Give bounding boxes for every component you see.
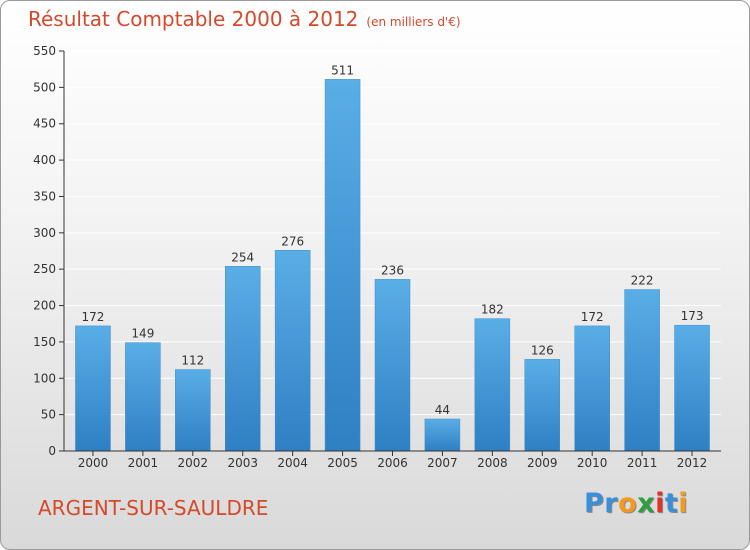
x-tick-label: 2001 bbox=[128, 456, 159, 470]
x-tick-label: 2008 bbox=[477, 456, 508, 470]
x-tick-label: 2005 bbox=[327, 456, 358, 470]
y-tick-label: 550 bbox=[33, 44, 56, 58]
y-tick-label: 0 bbox=[48, 444, 56, 458]
bar-value-label: 173 bbox=[681, 309, 704, 323]
x-tick-label: 2012 bbox=[677, 456, 708, 470]
bar-2012 bbox=[674, 324, 710, 452]
logo-letter: P bbox=[584, 488, 605, 519]
chart-title-text: Résultat Comptable 2000 à 2012 bbox=[28, 7, 359, 31]
y-tick-label: 300 bbox=[33, 226, 56, 240]
bar-2003 bbox=[224, 266, 261, 452]
bar-value-label: 172 bbox=[581, 310, 604, 324]
x-tick-label: 2011 bbox=[627, 456, 658, 470]
y-tick-label: 500 bbox=[33, 80, 56, 94]
bar-value-label: 511 bbox=[331, 63, 354, 77]
x-tick-label: 2009 bbox=[527, 456, 558, 470]
x-tick-label: 2007 bbox=[427, 456, 458, 470]
bar-2008 bbox=[474, 318, 511, 452]
bar-2009 bbox=[524, 359, 561, 452]
y-tick-label: 350 bbox=[33, 189, 56, 203]
chart-title: Résultat Comptable 2000 à 2012 (en millie… bbox=[28, 7, 461, 31]
bar-2002 bbox=[175, 369, 211, 452]
bar-value-label: 236 bbox=[381, 263, 404, 277]
bar-value-label: 44 bbox=[435, 403, 450, 417]
logo-letter: i bbox=[678, 488, 689, 519]
y-tick-label: 250 bbox=[33, 262, 56, 276]
bar-2005 bbox=[324, 79, 361, 452]
bar-2010 bbox=[574, 325, 610, 452]
logo-letter: t bbox=[664, 488, 679, 519]
bar-2011 bbox=[624, 289, 660, 452]
bar-2004 bbox=[274, 250, 311, 452]
y-tick-label: 50 bbox=[41, 408, 56, 422]
logo-letter: r bbox=[604, 488, 619, 519]
bar-value-label: 222 bbox=[631, 274, 654, 288]
bar-2007 bbox=[424, 418, 461, 452]
bar-2001 bbox=[125, 342, 161, 452]
x-tick-label: 2010 bbox=[577, 456, 608, 470]
bars bbox=[75, 79, 710, 452]
proxiti-logo: Proxiti bbox=[584, 488, 688, 519]
logo-letter: i bbox=[655, 488, 665, 519]
bar-value-label: 276 bbox=[281, 234, 304, 248]
logo-letter: x bbox=[637, 488, 656, 519]
logo-letter: o bbox=[618, 488, 638, 519]
bar-value-label: 126 bbox=[531, 343, 554, 357]
x-tick-label: 2000 bbox=[78, 456, 109, 470]
axes bbox=[59, 50, 721, 456]
y-tick-label: 100 bbox=[33, 371, 56, 385]
bar-value-label: 172 bbox=[82, 310, 105, 324]
bar-2006 bbox=[374, 279, 411, 452]
x-tick-label: 2002 bbox=[178, 456, 209, 470]
bar-value-label: 112 bbox=[181, 354, 204, 368]
y-tick-label: 200 bbox=[33, 299, 56, 313]
commune-name: ARGENT-SUR-SAULDRE bbox=[38, 496, 269, 520]
y-tick-label: 400 bbox=[33, 153, 56, 167]
bar-value-label: 149 bbox=[131, 327, 154, 341]
bar-value-label: 182 bbox=[481, 303, 504, 317]
x-tick-label: 2006 bbox=[377, 456, 408, 470]
bar-2000 bbox=[75, 325, 111, 452]
y-tick-label: 450 bbox=[33, 117, 56, 131]
x-tick-label: 2004 bbox=[277, 456, 308, 470]
labels: 0 50 100 150 200 250 300 350 400 450 500 550 172 2000… bbox=[33, 44, 707, 470]
chart-unit: (en milliers d'€) bbox=[366, 15, 461, 29]
x-tick-label: 2003 bbox=[227, 456, 258, 470]
bar-value-label: 254 bbox=[231, 250, 254, 264]
y-tick-label: 150 bbox=[33, 335, 56, 349]
